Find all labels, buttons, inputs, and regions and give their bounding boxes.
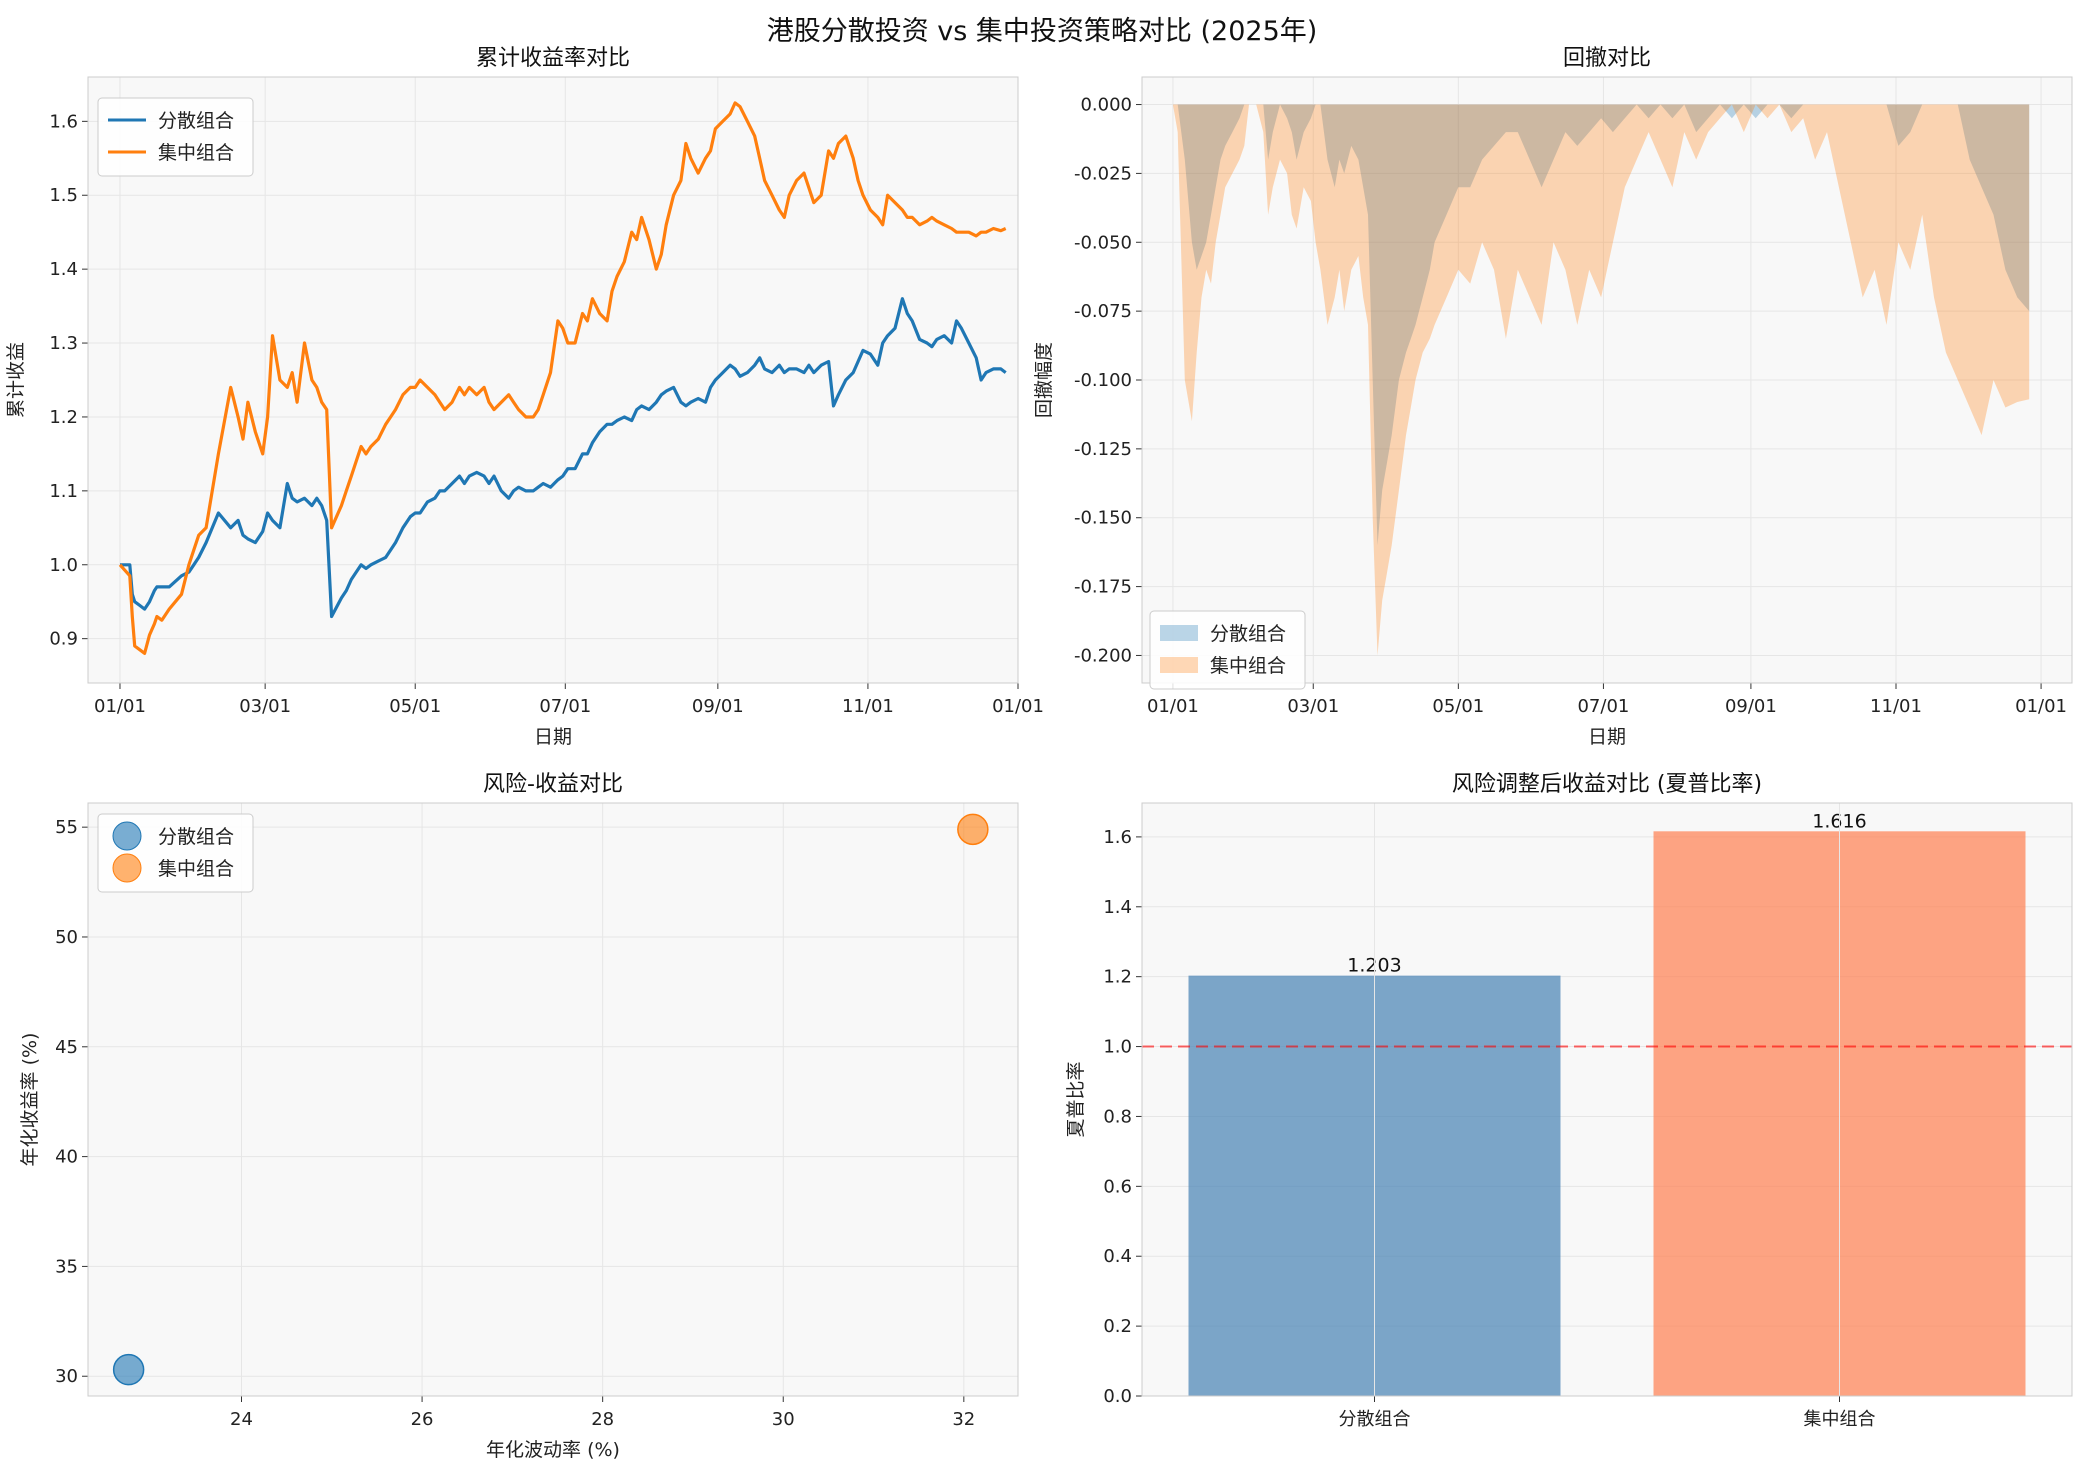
y-tick-label: 35	[55, 1256, 78, 1277]
y-tick-label: -0.050	[1074, 232, 1132, 253]
y-tick-label: 0.9	[49, 629, 78, 650]
legend-label: 集中组合	[158, 142, 234, 164]
x-tick-label: 03/01	[1287, 696, 1339, 717]
y-tick-label: 45	[55, 1037, 78, 1058]
y-tick-label: 1.1	[49, 481, 78, 502]
x-tick-label: 07/01	[539, 696, 591, 717]
y-tick-label: 30	[55, 1366, 78, 1387]
plot-border	[1141, 76, 2073, 684]
y-tick-label: 0.8	[1103, 1106, 1132, 1127]
legend-box	[97, 97, 254, 177]
y-tick-label: -0.200	[1074, 645, 1132, 666]
y-axis-label: 夏普比率	[1065, 1061, 1087, 1137]
x-tick-label: 24	[230, 1409, 253, 1430]
y-tick-label: 0.000	[1080, 95, 1132, 116]
x-tick-label: 05/01	[389, 696, 441, 717]
scatter-point-diversified	[112, 1353, 145, 1386]
y-tick-label: 55	[55, 817, 78, 838]
y-tick-label: 1.3	[49, 333, 78, 354]
legend-label: 分散组合	[158, 826, 234, 848]
y-tick-label: 1.4	[1103, 897, 1132, 918]
y-tick-label: 0.0	[1103, 1386, 1132, 1407]
panel-sharpe: 风险调整后收益对比 (夏普比率) 0.0 0.2 0.4 0.6 0.8 1.0 1.2 1.4…	[1065, 772, 2073, 1430]
y-axis-label: 累计收益	[5, 342, 27, 418]
plot-area	[88, 77, 1018, 683]
plot-border	[1141, 802, 2073, 1397]
panel-title: 累计收益率对比	[476, 46, 630, 71]
y-tick-label: 50	[55, 927, 78, 948]
legend-swatch	[112, 853, 142, 883]
x-tick-label: 01/01	[2015, 696, 2067, 717]
x-tick-label: 11/01	[1870, 696, 1922, 717]
panel-title: 回撤对比	[1563, 46, 1651, 71]
panel-cumulative-return: 累计收益率对比 0.9 1.0 1.1 1.2 1.3 1.4 1.5 1.6 01/01 03/0…	[5, 46, 1044, 748]
legend-swatch	[1160, 625, 1198, 641]
x-tick-label: 30	[772, 1409, 795, 1430]
y-tick-label: -0.025	[1074, 163, 1132, 184]
x-axis-label: 年化波动率 (%)	[486, 1439, 620, 1461]
legend-label: 集中组合	[1210, 655, 1286, 677]
y-tick-label: -0.175	[1074, 577, 1132, 598]
x-tick-label: 09/01	[1725, 696, 1777, 717]
y-tick-label: 1.6	[1103, 827, 1132, 848]
y-tick-label: 1.0	[1103, 1037, 1132, 1058]
x-tick-label: 03/01	[239, 696, 291, 717]
figure-title: 港股分散投资 vs 集中投资策略对比 (2025年)	[767, 16, 1318, 47]
series-line-concentrated	[118, 101, 1007, 656]
drawdown-area-diversified	[1172, 104, 2030, 546]
panel-drawdown: 回撤对比 0.000 -0.025 -0.050 -0.075 -0.100 -0.125 -…	[1033, 46, 2073, 748]
y-tick-label: -0.100	[1074, 370, 1132, 391]
y-tick-label: 1.6	[49, 111, 78, 132]
x-axis-label: 日期	[1588, 726, 1626, 748]
y-tick-label: 0.4	[1103, 1246, 1132, 1267]
legend-swatch	[112, 821, 142, 851]
y-axis-label: 年化收益率 (%)	[19, 1033, 41, 1167]
y-tick-label: 0.6	[1103, 1176, 1132, 1197]
y-tick-label: 1.2	[49, 407, 78, 428]
legend-label: 分散组合	[1210, 623, 1286, 645]
y-tick-label: 1.2	[1103, 967, 1132, 988]
x-tick-label: 05/01	[1432, 696, 1484, 717]
x-tick-label: 01/01	[94, 696, 146, 717]
x-tick-label: 26	[411, 1409, 434, 1430]
y-tick-label: -0.150	[1074, 508, 1132, 529]
x-tick-label: 01/01	[992, 696, 1044, 717]
x-tick-label: 分散组合	[1339, 1409, 1411, 1430]
x-tick-label: 32	[952, 1409, 975, 1430]
legend-box	[1149, 610, 1306, 690]
plot-border	[87, 802, 1019, 1397]
y-tick-label: 40	[55, 1147, 78, 1168]
series-line-diversified	[120, 297, 1007, 619]
y-tick-label: 1.4	[49, 259, 78, 280]
y-tick-label: 0.2	[1103, 1316, 1132, 1337]
y-tick-label: -0.125	[1074, 439, 1132, 460]
x-tick-label: 07/01	[1577, 696, 1629, 717]
legend-label: 集中组合	[158, 858, 234, 880]
plot-border	[87, 76, 1019, 684]
panel-title: 风险-收益对比	[483, 772, 623, 797]
y-tick-label: 1.5	[49, 185, 78, 206]
panel-title: 风险调整后收益对比 (夏普比率)	[1452, 772, 1762, 797]
x-tick-label: 集中组合	[1804, 1409, 1876, 1430]
x-tick-label: 28	[591, 1409, 614, 1430]
x-axis-label: 日期	[534, 726, 572, 748]
panel-risk-return: 风险-收益对比 30 35 40 45 50 55 24 26 28 30 32 分散组合集中组合年化波…	[19, 772, 1019, 1461]
y-axis-label: 回撤幅度	[1033, 342, 1055, 418]
drawdown-area-concentrated	[1172, 104, 2030, 656]
x-tick-label: 11/01	[842, 696, 894, 717]
y-tick-label: -0.075	[1074, 301, 1132, 322]
scatter-point-concentrated	[957, 813, 989, 846]
plot-area	[88, 803, 1018, 1396]
x-tick-label: 01/01	[1147, 696, 1199, 717]
legend-swatch	[1160, 657, 1198, 673]
y-tick-label: 1.0	[49, 555, 78, 576]
x-tick-label: 09/01	[692, 696, 744, 717]
legend-label: 分散组合	[158, 110, 234, 132]
